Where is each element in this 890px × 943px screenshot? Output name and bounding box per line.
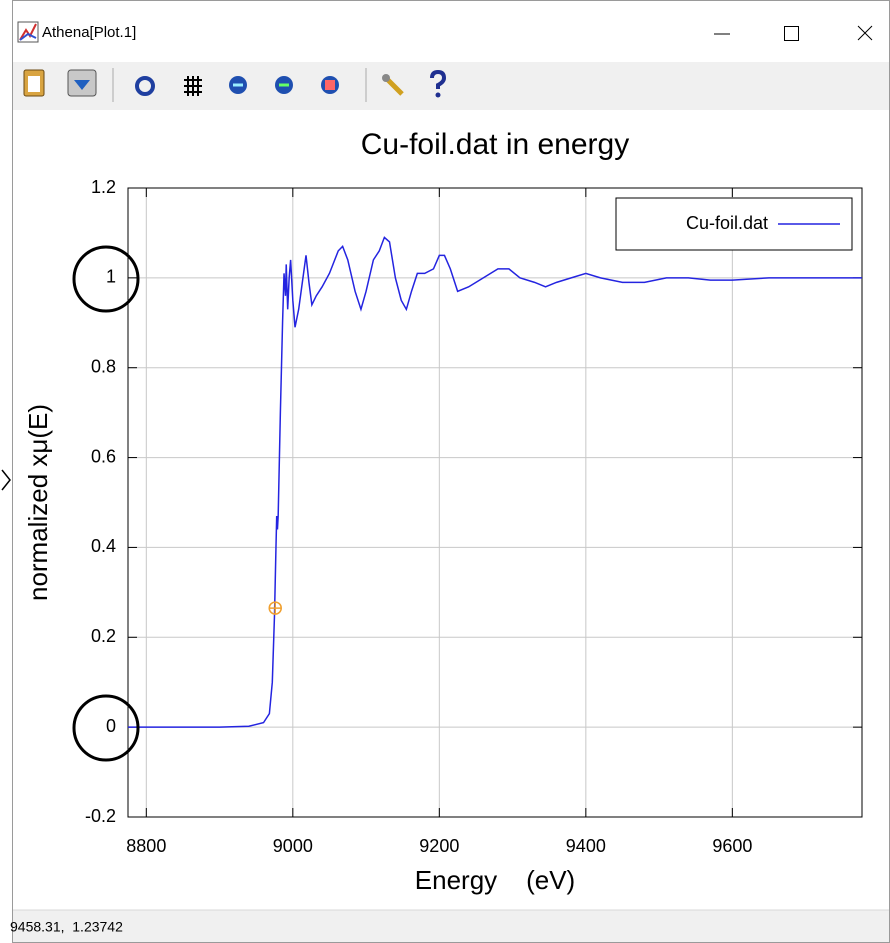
- y-tick-label: 0.6: [91, 446, 116, 466]
- save-button[interactable]: [67, 69, 97, 97]
- y-tick-label: 0.8: [91, 356, 116, 376]
- edge-marker: [268, 601, 282, 615]
- y-axis-label: normalized xμ(E): [23, 404, 53, 601]
- x-tick-label: 9600: [712, 836, 752, 856]
- toolbar: [13, 62, 889, 110]
- refresh-button[interactable]: [135, 76, 155, 96]
- window-title: Athena[Plot.1]: [42, 24, 136, 41]
- highlight-circle: [72, 245, 140, 313]
- zoom-out-button[interactable]: [229, 76, 247, 94]
- x-tick-label: 9400: [566, 836, 606, 856]
- window-frame: [12, 0, 890, 943]
- y-tick-label: 0.4: [91, 536, 116, 556]
- plot: Cu-foil.dat in energy -0.2 0 0.2 0.4 0.6 0.8 1 1…: [23, 128, 863, 895]
- grid-button[interactable]: [184, 76, 202, 96]
- x-axis-label: Energy (eV): [415, 865, 575, 895]
- y-tick-label: 1.2: [91, 177, 116, 197]
- y-tick-label: 1: [106, 267, 116, 287]
- maximize-button[interactable]: [784, 26, 799, 41]
- settings-button[interactable]: [382, 74, 404, 96]
- zoom-reset-button[interactable]: [321, 76, 339, 94]
- x-tick-label: 9000: [273, 836, 313, 856]
- status-text: 9458.31, 1.23742: [10, 919, 123, 935]
- data-line: [128, 236, 862, 728]
- clipboard-button[interactable]: [23, 69, 45, 97]
- highlight-circle: [72, 694, 140, 762]
- help-button[interactable]: [430, 69, 447, 98]
- legend-label: Cu-foil.dat: [686, 213, 768, 233]
- app-icon: [17, 21, 39, 43]
- y-tick-label: -0.2: [85, 806, 116, 826]
- x-tick-label: 9200: [419, 836, 459, 856]
- edge-marker-cross: [269, 602, 282, 615]
- y-tick-label: 0: [106, 716, 116, 736]
- zoom-in-button[interactable]: [275, 76, 293, 94]
- y-tick-label: 0.2: [91, 626, 116, 646]
- plot-frame: [127, 187, 863, 818]
- status-bar: [13, 910, 889, 942]
- close-button[interactable]: [857, 25, 873, 41]
- x-tick-label: 8800: [126, 836, 166, 856]
- edge-chevron: [1, 469, 11, 491]
- chart-title: Cu-foil.dat in energy: [361, 128, 629, 161]
